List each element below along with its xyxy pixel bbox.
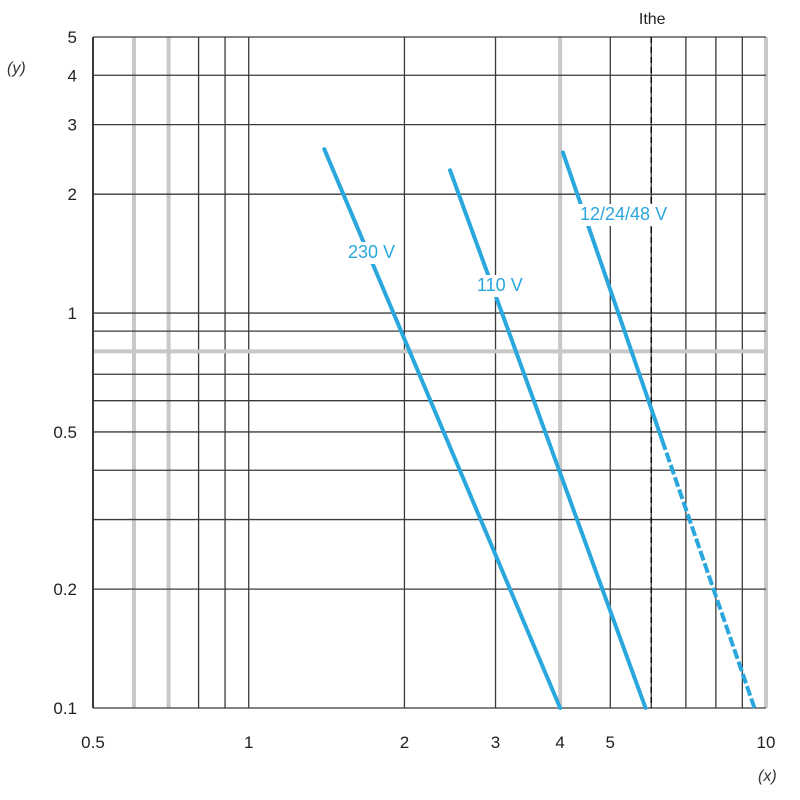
y-tick-label: 0.2: [53, 580, 77, 599]
x-tick-label: 10: [757, 733, 776, 752]
y-tick-label: 1: [68, 304, 77, 323]
tick-labels: 0.5 1 2 3 4 5 10 0.1 0.2 0.5 1 2 3 4 5: [53, 28, 775, 752]
y-tick-label: 0.1: [53, 699, 77, 718]
series-line: [560, 150, 665, 443]
reference-line-label: Ithe: [639, 11, 666, 28]
grid: [92, 36, 768, 709]
x-tick-label: 1: [244, 733, 253, 752]
series-label: 110 V: [477, 275, 523, 295]
x-tick-label: 2: [400, 733, 409, 752]
x-tick-label: 0.5: [81, 733, 105, 752]
x-tick-label: 3: [491, 733, 500, 752]
reference-lines: Ithe: [639, 11, 666, 708]
y-axis-label: (y): [7, 60, 26, 77]
series-label-bg: [345, 242, 403, 264]
series-line: [322, 147, 563, 710]
series-line: [448, 168, 648, 710]
series-label: 12/24/48 V: [580, 204, 667, 224]
y-tick-label: 5: [68, 28, 77, 47]
series-label: 230 V: [348, 242, 395, 262]
x-tick-label: 5: [606, 733, 615, 752]
y-tick-label: 0.5: [53, 423, 77, 442]
series-line-dashed: [660, 439, 757, 709]
x-axis-label: (x): [758, 768, 777, 785]
x-tick-label: 4: [555, 733, 564, 752]
y-tick-label: 4: [68, 66, 77, 85]
series-label-bg: [577, 204, 685, 226]
y-tick-label: 2: [68, 185, 77, 204]
series-label-bg: [474, 275, 532, 297]
y-tick-label: 3: [68, 116, 77, 135]
series-lines: 230 V 110 V 12/24/48 V: [322, 147, 757, 710]
